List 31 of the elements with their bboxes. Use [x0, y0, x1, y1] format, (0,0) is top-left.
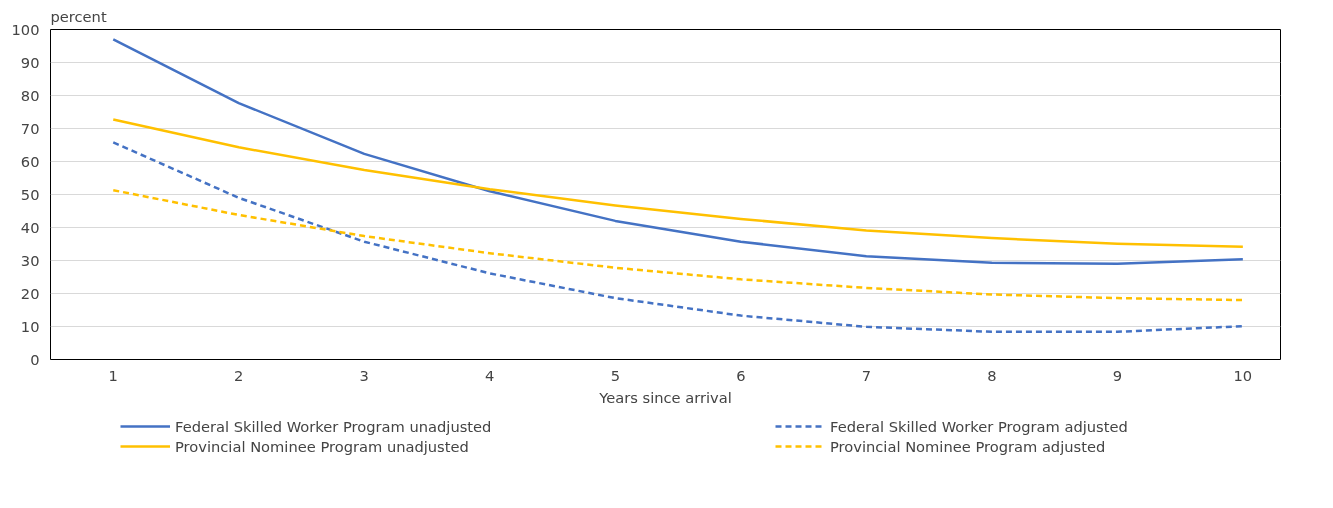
x-tick-label: 5: [610, 366, 620, 384]
x-tick-label: 10: [1233, 366, 1253, 384]
x-tick-label: 6: [736, 366, 746, 384]
y-axis-title: percent: [50, 7, 107, 25]
x-tick-label: 1: [108, 366, 118, 384]
y-tick-label: 80: [20, 86, 40, 104]
y-tick-label: 70: [20, 119, 40, 137]
x-tick-label: 2: [234, 366, 244, 384]
line-series: [112, 118, 1245, 248]
x-tick-label: 8: [987, 366, 997, 384]
y-tick-label: 60: [20, 152, 40, 170]
line-series: [112, 188, 1245, 302]
y-tick-label: 100: [11, 20, 40, 38]
x-axis-title: Years since arrival: [598, 388, 732, 406]
y-tick-label: 20: [20, 284, 40, 302]
line-series: [112, 141, 1245, 334]
x-tick-label: 4: [485, 366, 495, 384]
y-tick-label: 10: [20, 317, 40, 335]
legend-label: Provincial Nominee Program adjusted: [830, 437, 1107, 455]
x-tick-label: 7: [861, 366, 871, 384]
line-series: [112, 38, 1245, 266]
legend-label: Provincial Nominee Program unadjusted: [175, 437, 470, 455]
legend-label: Federal Skilled Worker Program adjusted: [830, 417, 1129, 435]
y-tick-label: 50: [20, 185, 40, 203]
y-tick-label: 30: [20, 251, 40, 269]
y-tick-label: 40: [20, 218, 40, 236]
legend-label: Federal Skilled Worker Program unadjusted: [175, 417, 493, 435]
x-tick-label: 9: [1112, 366, 1122, 384]
y-tick-label: 0: [30, 350, 40, 368]
x-tick-label: 3: [359, 366, 369, 384]
y-tick-label: 90: [20, 53, 40, 71]
